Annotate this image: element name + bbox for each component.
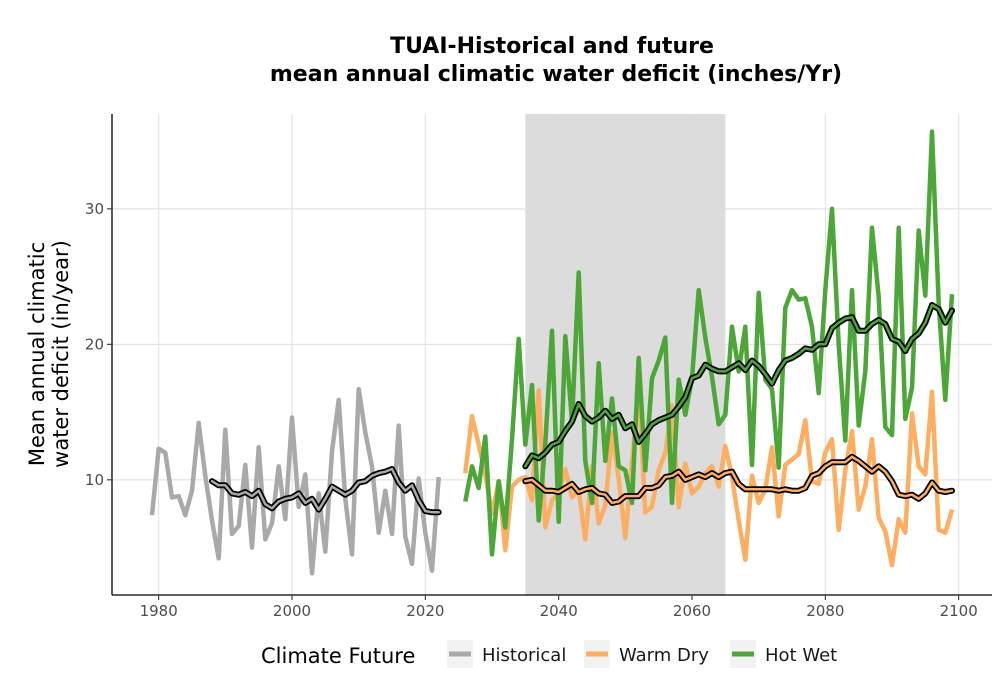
x-tick-label: 1980	[140, 602, 178, 620]
chart-title-line2: mean annual climatic water deficit (inch…	[270, 62, 842, 87]
y-tick-label: 20	[85, 335, 104, 353]
rolling-mean-line-3	[524, 303, 954, 468]
x-tick-label: 2040	[540, 602, 578, 620]
legend-item-warm-dry: Warm Dry	[584, 640, 709, 668]
x-tick-label: 2100	[940, 602, 978, 620]
rolling-mean-line-2	[524, 455, 954, 505]
y-tick-label: 30	[85, 200, 104, 218]
x-tick-label: 2060	[673, 602, 711, 620]
legend-label: Hot Wet	[765, 645, 837, 666]
axes	[111, 114, 992, 596]
y-axis-title-line1: Mean annual climatic	[25, 242, 49, 466]
series-line-hot-wet	[463, 129, 955, 557]
legend-title: Climate Future	[261, 644, 415, 668]
y-tick-label: 10	[85, 471, 104, 489]
series-layer	[149, 129, 955, 576]
y-axis-title-line2: water deficit (in/year)	[49, 240, 73, 468]
legend-label: Historical	[482, 645, 566, 666]
chart-title: TUAI-Historical and future mean annual c…	[270, 34, 842, 87]
x-tick-label: 2080	[806, 602, 844, 620]
x-tick-label: 2000	[273, 602, 311, 620]
legend: Climate Future Historical Warm Dry Hot Wet	[261, 640, 837, 668]
series-line-historical	[149, 386, 441, 576]
legend-label: Warm Dry	[619, 645, 709, 666]
y-axis-title: Mean annual climatic water deficit (in/y…	[25, 240, 73, 468]
rolling-mean-line-1	[210, 467, 440, 514]
legend-item-historical: Historical	[447, 640, 566, 668]
tick-labels: 1980 2000 2020 2040 2060 2080 2100 10 20 30	[85, 200, 978, 620]
series-line-warm-dry	[463, 386, 955, 568]
legend-item-hot-wet: Hot Wet	[730, 640, 837, 668]
chart-title-line1: TUAI-Historical and future	[390, 34, 714, 59]
x-tick-label: 2020	[406, 602, 444, 620]
